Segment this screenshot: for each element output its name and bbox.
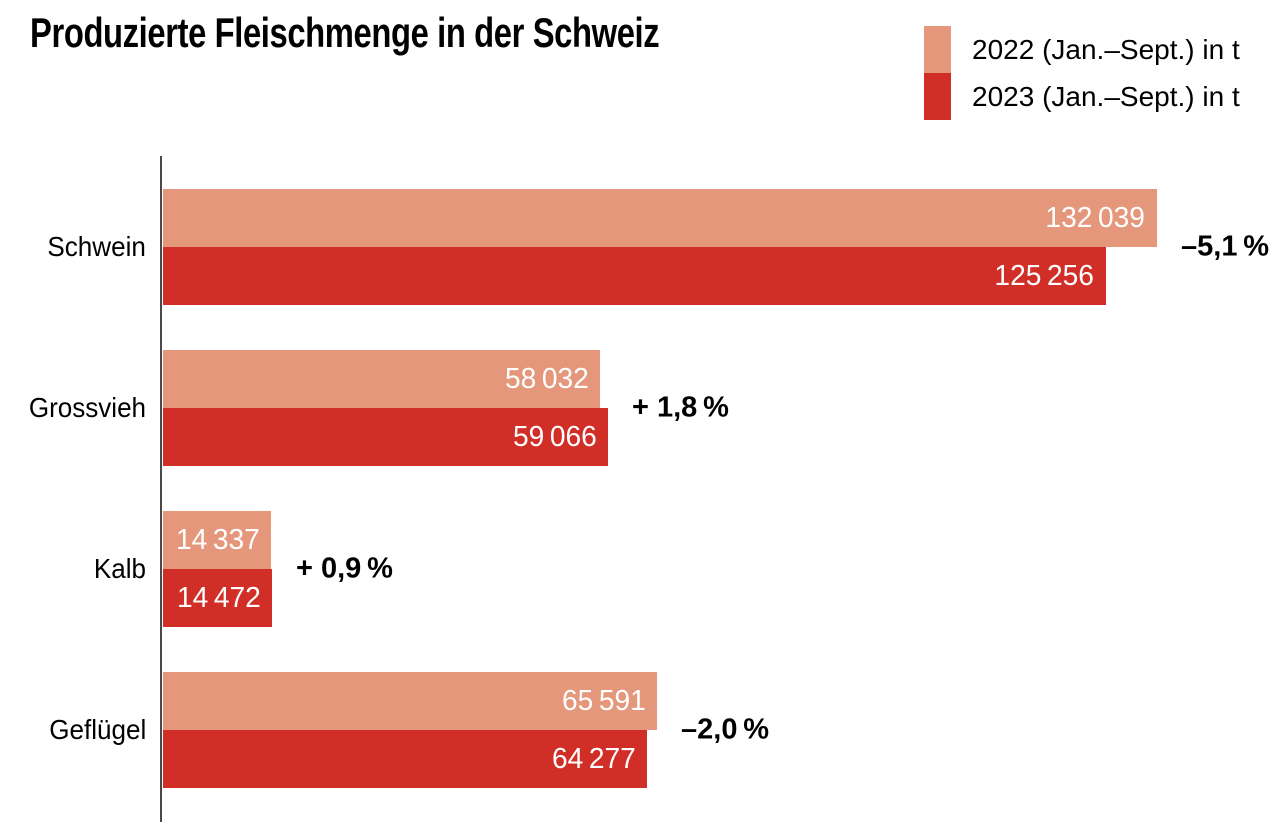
bar-value-label: 14 337 xyxy=(175,523,260,556)
category-label-text: Geflügel xyxy=(49,714,146,745)
bar-2023-schwein: 125 256 xyxy=(163,247,1106,305)
category-label-3: Kalb xyxy=(0,511,146,627)
legend: 2022 (Jan.–Sept.) in t 2023 (Jan.–Sept.)… xyxy=(924,26,1240,120)
y-axis-line xyxy=(160,156,162,822)
category-label-text: Kalb xyxy=(93,553,146,584)
legend-swatch-2022 xyxy=(924,26,951,73)
category-label-text: Grossvieh xyxy=(28,392,146,423)
category-label-text: Schwein xyxy=(47,231,146,262)
chart-title: Produzierte Fleischmenge in der Schweiz xyxy=(30,9,660,56)
bar-value-label: 64 277 xyxy=(551,742,636,775)
legend-item-2023: 2023 (Jan.–Sept.) in t xyxy=(924,73,1240,120)
bar-2022-kalb: 14 337 xyxy=(163,511,271,569)
change-label-geflügel: –2,0 % xyxy=(681,713,770,746)
legend-label-2022: 2022 (Jan.–Sept.) in t xyxy=(972,33,1240,65)
change-label-kalb: + 0,9 % xyxy=(296,552,393,585)
legend-label-2023: 2023 (Jan.–Sept.) in t xyxy=(972,80,1240,112)
bar-value-label: 125 256 xyxy=(994,259,1095,292)
bar-value-label: 132 039 xyxy=(1045,201,1146,234)
bar-value-label: 58 032 xyxy=(504,362,589,395)
bar-value-label: 14 472 xyxy=(176,581,261,614)
bar-2023-grossvieh: 59 066 xyxy=(163,408,608,466)
category-label-1: Schwein xyxy=(0,189,146,305)
change-label-schwein: –5,1 % xyxy=(1181,230,1270,263)
bar-2022-geflügel: 65 591 xyxy=(163,672,657,730)
bar-2023-kalb: 14 472 xyxy=(163,569,272,627)
legend-item-2022: 2022 (Jan.–Sept.) in t xyxy=(924,26,1240,73)
bar-2023-geflügel: 64 277 xyxy=(163,730,647,788)
bar-value-label: 65 591 xyxy=(561,684,646,717)
bar-2022-grossvieh: 58 032 xyxy=(163,350,600,408)
bar-value-label: 59 066 xyxy=(512,420,597,453)
change-label-grossvieh: + 1,8 % xyxy=(632,391,729,424)
category-label-4: Geflügel xyxy=(0,672,146,788)
category-label-2: Grossvieh xyxy=(0,350,146,466)
bar-2022-schwein: 132 039 xyxy=(163,189,1157,247)
legend-swatch-2023 xyxy=(924,73,951,120)
